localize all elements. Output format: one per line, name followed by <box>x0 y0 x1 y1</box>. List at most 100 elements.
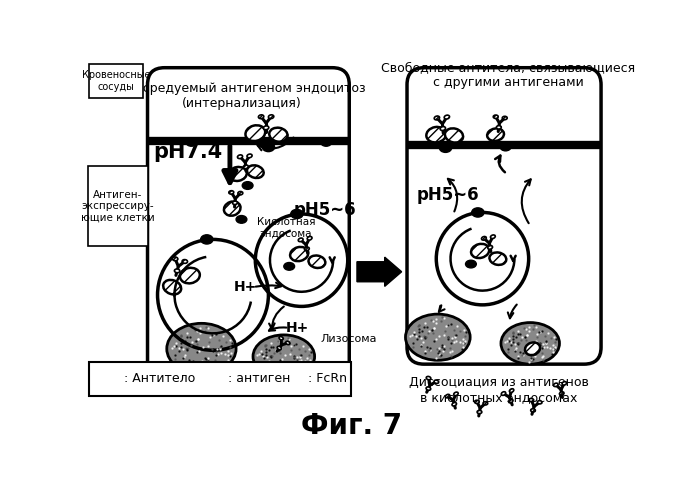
Text: : антиген: : антиген <box>228 372 291 386</box>
Ellipse shape <box>174 269 180 272</box>
Ellipse shape <box>229 190 234 194</box>
Ellipse shape <box>108 370 114 374</box>
Ellipse shape <box>243 165 248 168</box>
Ellipse shape <box>487 128 504 141</box>
Ellipse shape <box>298 238 303 242</box>
Ellipse shape <box>405 314 470 360</box>
Ellipse shape <box>172 257 178 260</box>
Ellipse shape <box>167 324 236 374</box>
Ellipse shape <box>262 142 274 152</box>
Ellipse shape <box>290 247 308 261</box>
Ellipse shape <box>228 167 247 181</box>
Ellipse shape <box>554 383 558 386</box>
FancyBboxPatch shape <box>88 166 147 246</box>
Ellipse shape <box>508 399 513 403</box>
Ellipse shape <box>309 256 325 268</box>
Ellipse shape <box>466 260 476 268</box>
Ellipse shape <box>482 236 486 240</box>
Ellipse shape <box>488 246 493 249</box>
Text: : FcRn: : FcRn <box>309 372 347 386</box>
Ellipse shape <box>286 342 290 344</box>
Ellipse shape <box>269 128 287 141</box>
Ellipse shape <box>180 268 200 283</box>
Text: pH7.4: pH7.4 <box>153 142 222 163</box>
Text: Фиг. 7: Фиг. 7 <box>301 412 402 440</box>
Ellipse shape <box>253 335 315 378</box>
Ellipse shape <box>305 247 309 251</box>
Ellipse shape <box>560 392 564 395</box>
Ellipse shape <box>233 201 237 204</box>
Ellipse shape <box>537 400 542 404</box>
Ellipse shape <box>247 166 263 178</box>
Ellipse shape <box>200 235 213 244</box>
Ellipse shape <box>247 154 252 158</box>
Ellipse shape <box>284 262 294 270</box>
Ellipse shape <box>501 322 560 364</box>
Ellipse shape <box>531 409 535 412</box>
Ellipse shape <box>483 402 488 405</box>
Text: pH5~6: pH5~6 <box>294 201 357 219</box>
Ellipse shape <box>104 382 108 386</box>
Ellipse shape <box>445 394 450 398</box>
Ellipse shape <box>202 370 224 388</box>
FancyBboxPatch shape <box>89 362 351 396</box>
Text: : Антитело: : Антитело <box>124 372 196 386</box>
Ellipse shape <box>98 370 104 374</box>
FancyBboxPatch shape <box>89 64 143 98</box>
Ellipse shape <box>426 127 446 142</box>
Ellipse shape <box>439 143 451 152</box>
Ellipse shape <box>426 387 431 390</box>
Ellipse shape <box>242 182 253 190</box>
Ellipse shape <box>502 116 507 119</box>
Ellipse shape <box>236 216 247 223</box>
Text: Кислотная
эндосома: Кислотная эндосома <box>257 217 316 238</box>
Text: H+: H+ <box>234 280 257 294</box>
Ellipse shape <box>445 128 463 142</box>
Ellipse shape <box>277 346 281 350</box>
Ellipse shape <box>453 392 458 396</box>
Ellipse shape <box>490 235 495 238</box>
Ellipse shape <box>472 208 484 217</box>
Text: Опосредуемый антигеном эндоцитоз
(интернализация): Опосредуемый антигеном эндоцитоз (интерн… <box>117 82 366 110</box>
Text: Антиген-
экспрессиру-
ющие клетки: Антиген- экспрессиру- ющие клетки <box>81 190 154 223</box>
Ellipse shape <box>321 138 331 146</box>
Ellipse shape <box>477 410 482 414</box>
Ellipse shape <box>490 252 506 265</box>
Ellipse shape <box>238 192 243 195</box>
Ellipse shape <box>440 126 445 130</box>
Ellipse shape <box>475 400 480 404</box>
Ellipse shape <box>259 115 264 118</box>
Text: Свободные антитела, связывающиеся
с другими антигенами: Свободные антитела, связывающиеся с друг… <box>381 62 635 90</box>
Ellipse shape <box>268 115 274 118</box>
Ellipse shape <box>163 280 181 294</box>
FancyArrow shape <box>357 257 401 286</box>
Ellipse shape <box>288 372 305 386</box>
Ellipse shape <box>426 376 431 380</box>
Ellipse shape <box>224 202 241 215</box>
Text: H+: H+ <box>285 321 309 335</box>
Ellipse shape <box>452 402 456 406</box>
Ellipse shape <box>246 126 265 141</box>
Ellipse shape <box>529 398 534 402</box>
Ellipse shape <box>279 336 283 340</box>
Ellipse shape <box>434 116 440 120</box>
Ellipse shape <box>263 126 269 130</box>
Ellipse shape <box>493 115 498 118</box>
Ellipse shape <box>525 342 540 355</box>
Ellipse shape <box>500 143 511 151</box>
Ellipse shape <box>434 380 438 384</box>
Ellipse shape <box>237 155 243 158</box>
Ellipse shape <box>562 382 567 385</box>
Ellipse shape <box>445 115 449 119</box>
FancyBboxPatch shape <box>147 68 349 380</box>
Text: Диссоциация из антигенов
в кислотных эндосомах: Диссоциация из антигенов в кислотных энд… <box>409 376 589 404</box>
Ellipse shape <box>307 236 312 240</box>
Ellipse shape <box>182 260 187 264</box>
Ellipse shape <box>497 126 501 129</box>
Ellipse shape <box>501 392 506 396</box>
Text: Кровеносные
сосуды: Кровеносные сосуды <box>82 70 150 92</box>
Ellipse shape <box>291 210 303 218</box>
Ellipse shape <box>471 244 489 258</box>
Text: pH5~6: pH5~6 <box>417 186 480 204</box>
Ellipse shape <box>510 389 514 392</box>
